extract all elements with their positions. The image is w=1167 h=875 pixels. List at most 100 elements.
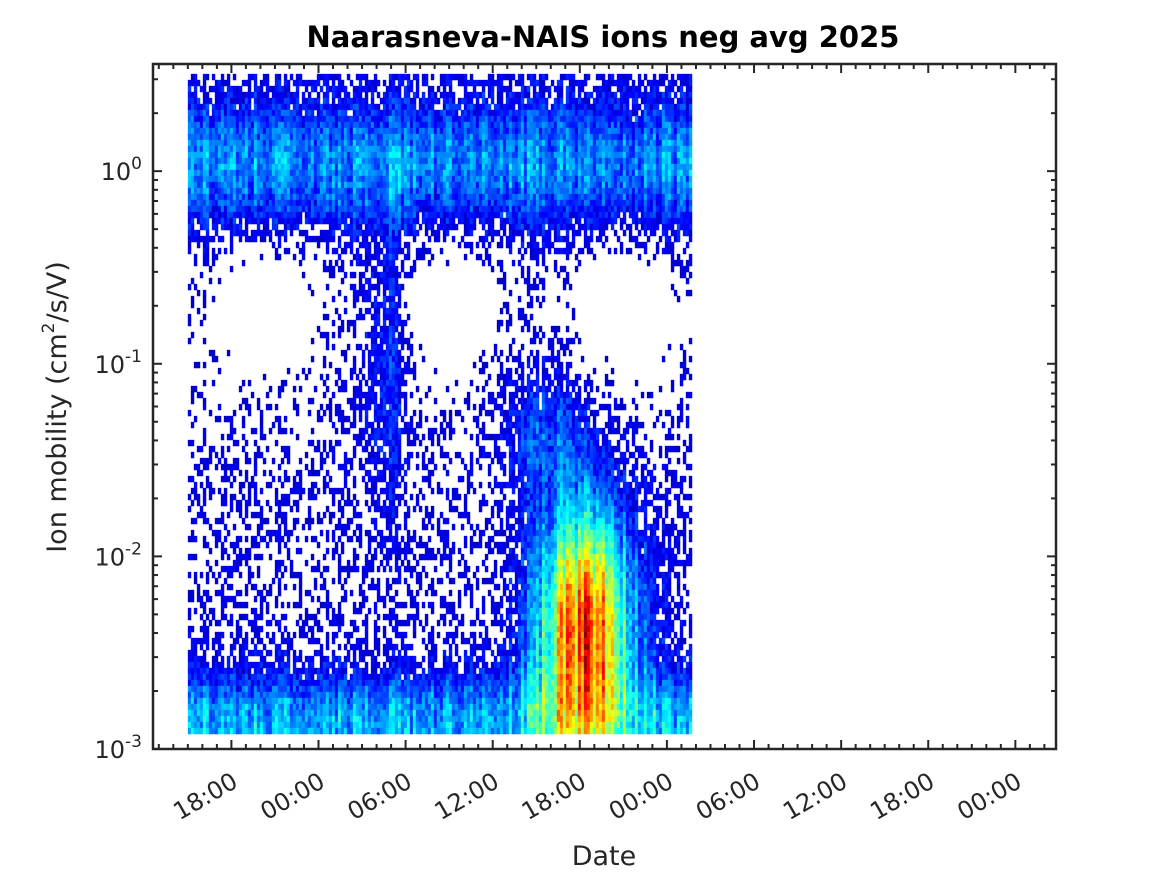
heatmap-cell	[238, 667, 243, 675]
heatmap-cell	[394, 211, 399, 219]
heatmap-cell	[220, 703, 225, 711]
heatmap-cell	[319, 133, 324, 141]
heatmap-cell	[304, 235, 309, 243]
heatmap-cell	[328, 259, 333, 267]
heatmap-cell	[337, 217, 342, 225]
heatmap-cell	[394, 169, 399, 177]
heatmap-cell	[337, 619, 342, 627]
heatmap-cell	[304, 589, 309, 597]
heatmap-cell	[277, 79, 282, 87]
heatmap-cell	[391, 499, 396, 507]
heatmap-cell	[337, 463, 342, 471]
heatmap-cell	[187, 85, 192, 93]
heatmap-cell	[280, 187, 285, 195]
heatmap-cell	[385, 169, 390, 177]
heatmap-cell	[262, 373, 267, 381]
heatmap-cell	[190, 397, 195, 405]
heatmap-cell	[229, 415, 234, 423]
heatmap-cell	[322, 703, 327, 711]
heatmap-cell	[220, 151, 225, 159]
heatmap-cell	[298, 163, 303, 171]
heatmap-cell	[367, 469, 372, 477]
heatmap-cell	[385, 115, 390, 123]
heatmap-cell	[316, 73, 321, 81]
heatmap-cell	[373, 181, 378, 189]
heatmap-cell	[322, 481, 327, 489]
heatmap-cell	[376, 223, 381, 231]
heatmap-cell	[376, 109, 381, 117]
heatmap-cell	[286, 697, 291, 705]
heatmap-cell	[256, 187, 261, 195]
heatmap-cell	[295, 481, 300, 489]
heatmap-cell	[376, 715, 381, 723]
heatmap-column	[301, 79, 306, 735]
heatmap-cell	[226, 169, 231, 177]
heatmap-cell	[271, 679, 276, 687]
heatmap-cell	[283, 193, 288, 201]
heatmap-cell	[337, 571, 342, 579]
heatmap-cell	[289, 121, 294, 129]
heatmap-cell	[304, 163, 309, 171]
heatmap-cell	[226, 511, 231, 519]
heatmap-cell	[361, 313, 366, 321]
heatmap-cell	[262, 211, 267, 219]
heatmap-cell	[235, 679, 240, 687]
heatmap-cell	[421, 601, 426, 609]
heatmap-cell	[385, 85, 390, 93]
heatmap-cell	[343, 97, 348, 105]
heatmap-cell	[208, 565, 213, 573]
heatmap-cell	[307, 715, 312, 723]
heatmap-cell	[418, 145, 423, 153]
heatmap-cell	[202, 109, 207, 117]
heatmap-column	[232, 73, 237, 735]
heatmap-cell	[394, 433, 399, 441]
heatmap-cell	[283, 565, 288, 573]
heatmap-cell	[328, 715, 333, 723]
heatmap-cell	[409, 211, 414, 219]
heatmap-cell	[379, 109, 384, 117]
heatmap-cell	[370, 487, 375, 495]
heatmap-cell	[241, 169, 246, 177]
heatmap-cell	[283, 133, 288, 141]
heatmap-cell	[355, 643, 360, 651]
heatmap-cell	[274, 175, 279, 183]
heatmap-cell	[397, 715, 402, 723]
heatmap-cell	[286, 151, 291, 159]
heatmap-cell	[193, 493, 198, 501]
heatmap-cell	[250, 175, 255, 183]
heatmap-cell	[343, 139, 348, 147]
heatmap-cell	[307, 367, 312, 375]
heatmap-cell	[403, 721, 408, 729]
heatmap-cell	[241, 157, 246, 165]
heatmap-cell	[307, 139, 312, 147]
heatmap-cell	[196, 199, 201, 207]
heatmap-cell	[355, 181, 360, 189]
heatmap-cell	[226, 571, 231, 579]
heatmap-cell	[208, 199, 213, 207]
heatmap-cell	[274, 709, 279, 717]
heatmap-cell	[253, 511, 258, 519]
heatmap-cell	[400, 367, 405, 375]
heatmap-cell	[412, 259, 417, 267]
heatmap-cell	[382, 139, 387, 147]
heatmap-cell	[238, 199, 243, 207]
heatmap-cell	[232, 133, 237, 141]
heatmap-cell	[202, 145, 207, 153]
heatmap-cell	[274, 163, 279, 171]
heatmap-cell	[199, 145, 204, 153]
heatmap-column	[421, 73, 426, 735]
heatmap-cell	[391, 397, 396, 405]
heatmap-cell	[298, 457, 303, 465]
heatmap-column	[211, 73, 216, 735]
heatmap-cell	[379, 121, 384, 129]
heatmap-cell	[406, 367, 411, 375]
heatmap-cell	[292, 709, 297, 717]
heatmap-cell	[415, 607, 420, 615]
heatmap-cell	[190, 673, 195, 681]
heatmap-cell	[343, 355, 348, 363]
heatmap-cell	[409, 193, 414, 201]
heatmap-cell	[382, 241, 387, 249]
heatmap-cell	[322, 193, 327, 201]
heatmap-cell	[277, 145, 282, 153]
heatmap-cell	[298, 169, 303, 177]
